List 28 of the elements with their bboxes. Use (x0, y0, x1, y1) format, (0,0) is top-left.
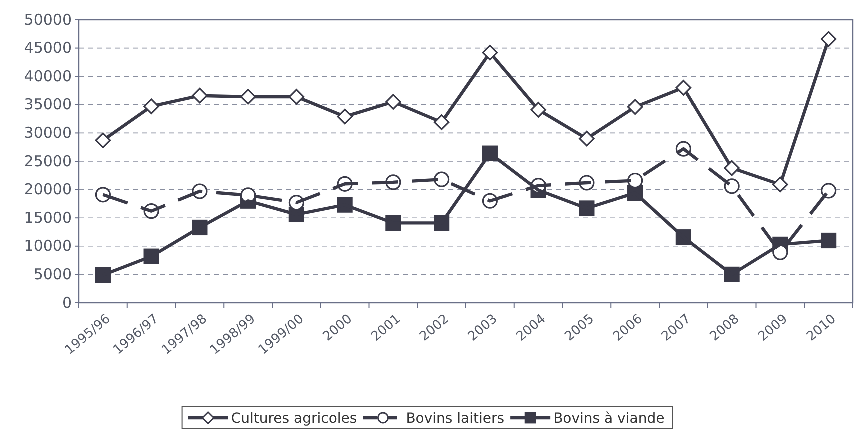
point (628, 172, 644, 189)
point (579, 130, 595, 147)
point (386, 94, 402, 110)
y-tick-label: 0 (62, 294, 72, 312)
point (676, 80, 692, 96)
y-tick-label: 10000 (24, 237, 72, 256)
point (95, 132, 112, 148)
point (530, 102, 546, 118)
y-tick-label: 45000 (24, 39, 72, 58)
legend-label: Cultures agricoles (231, 411, 358, 427)
y-tick-label: 15000 (24, 208, 72, 227)
y-tick-label: 40000 (24, 67, 72, 86)
y-tick-label: 5000 (34, 266, 72, 284)
point (821, 183, 837, 199)
point (724, 178, 740, 194)
legend-label: Bovins laitiers (406, 411, 505, 427)
point (434, 172, 450, 188)
y-tick-label: 35000 (24, 96, 72, 114)
point (724, 160, 740, 176)
legend-label: Bovins à viande (554, 411, 665, 427)
y-tick-label: 25000 (24, 152, 72, 170)
point (627, 99, 644, 116)
point (772, 176, 788, 193)
y-tick-label: 30000 (24, 124, 72, 142)
point (482, 44, 498, 61)
y-tick-label: 50000 (24, 10, 72, 29)
point (434, 114, 450, 130)
y-tick-label: 20000 (24, 180, 72, 199)
